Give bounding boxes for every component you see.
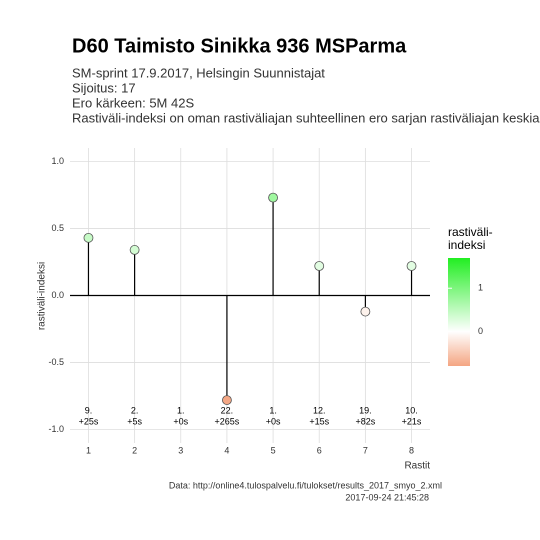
x-tick-label: 8: [409, 445, 414, 455]
x-tick-label: 3: [178, 445, 183, 455]
x-tick-label: 6: [317, 445, 322, 455]
y-tick-label: 0.0: [51, 290, 64, 300]
point: [314, 261, 325, 271]
diff-label: +0s: [173, 416, 188, 426]
y-tick-label: -1.0: [48, 424, 64, 434]
point: [129, 245, 140, 255]
x-tick-label: 4: [224, 445, 229, 455]
point: [222, 395, 232, 405]
legend-title: indeksi: [448, 238, 485, 252]
diff-label: +265s: [215, 416, 240, 426]
point: [83, 232, 94, 243]
colorbar-tick-label: 0: [478, 326, 483, 336]
subtitle: Sijoitus: 17: [72, 80, 136, 95]
x-tick-label: 5: [271, 445, 276, 455]
x-tick-label: 1: [86, 445, 91, 455]
y-tick-label: 1.0: [51, 156, 64, 166]
x-tick-label: 2: [132, 445, 137, 455]
chart-title: D60 Taimisto Sinikka 936 MSParma: [72, 35, 407, 57]
x-tick-label: 7: [363, 445, 368, 455]
rank-label: 1.: [269, 405, 277, 415]
point: [268, 192, 278, 203]
x-axis-label: Rastit: [404, 461, 430, 472]
rank-label: 22.: [221, 405, 234, 415]
colorbar-tick-label: 1: [478, 283, 483, 293]
subtitle: SM-sprint 17.9.2017, Helsingin Suunnista…: [72, 65, 325, 80]
subtitle: Rastiväli-indeksi on oman rastiväliajan …: [72, 110, 540, 125]
y-tick-label: -0.5: [48, 357, 64, 367]
rank-label: 10.: [405, 405, 418, 415]
point: [360, 306, 371, 317]
caption: 2017-09-24 21:45:28: [345, 492, 429, 502]
y-axis-label: rastiväli-indeksi: [37, 262, 48, 330]
point: [406, 261, 417, 271]
diff-label: +21s: [402, 416, 422, 426]
legend-title: rastiväli-: [448, 225, 493, 239]
diff-label: +25s: [79, 416, 99, 426]
diff-label: +0s: [266, 416, 281, 426]
diff-label: +82s: [355, 416, 375, 426]
subtitle: Ero kärkeen: 5M 42S: [72, 95, 194, 110]
colorbar: [448, 258, 470, 366]
rank-label: 9.: [85, 405, 93, 415]
rank-label: 19.: [359, 405, 372, 415]
rank-label: 1.: [177, 405, 185, 415]
caption: Data: http://online4.tulospalvelu.fi/tul…: [169, 480, 442, 490]
rank-label: 12.: [313, 405, 326, 415]
y-tick-label: 0.5: [51, 223, 64, 233]
rank-label: 2.: [131, 405, 139, 415]
diff-label: +15s: [309, 416, 329, 426]
diff-label: +5s: [127, 416, 142, 426]
